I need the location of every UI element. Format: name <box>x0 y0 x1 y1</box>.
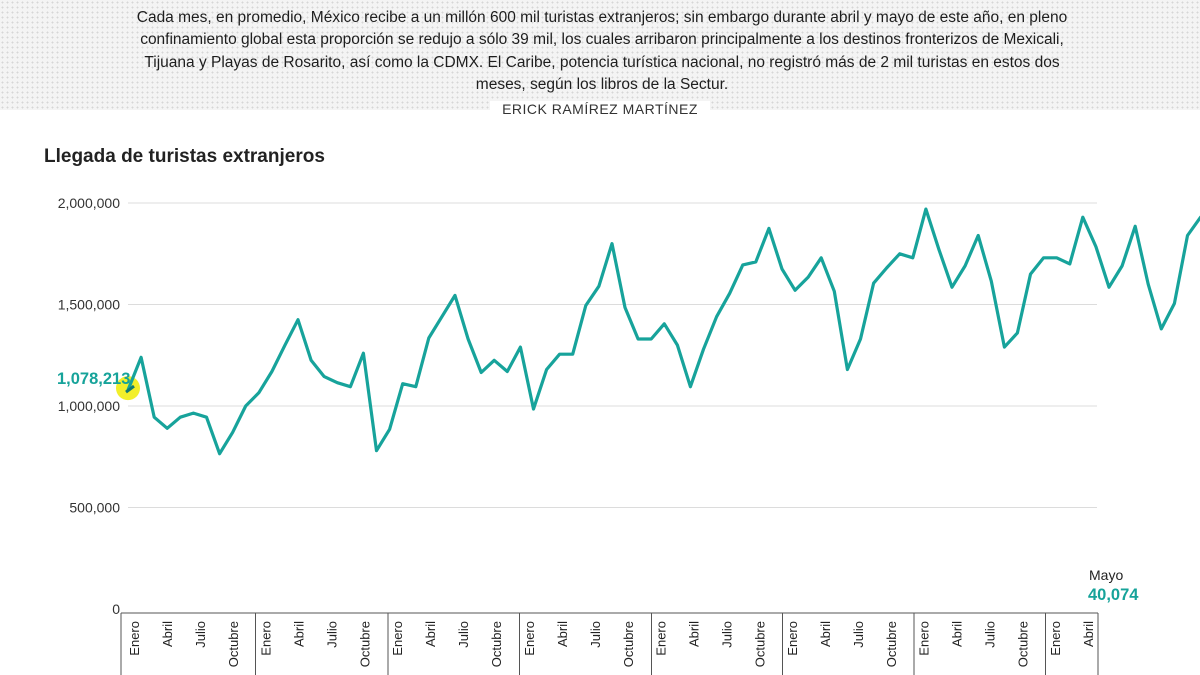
x-tick-label: Enero <box>522 621 537 656</box>
x-tick-label: Julio <box>193 621 208 648</box>
x-tick-label: Enero <box>127 621 142 656</box>
x-tick-label: Abril <box>160 621 175 647</box>
x-tick-label: Abril <box>292 621 307 647</box>
end-value-label: 40,074 <box>1088 586 1139 604</box>
x-tick-label: Octubre <box>1016 621 1031 667</box>
x-tick-label: Enero <box>917 621 932 656</box>
start-value-label: 1,078,213 <box>57 370 130 388</box>
x-tick-label: Octubre <box>358 621 373 667</box>
x-tick-label: Octubre <box>226 621 241 667</box>
end-month-label: Mayo <box>1089 567 1123 583</box>
x-tick-label: Enero <box>390 621 405 656</box>
y-tick-label: 2,000,000 <box>58 195 120 211</box>
author-name: ERICK RAMÍREZ MARTÍNEZ <box>490 101 710 117</box>
y-tick-label: 500,000 <box>69 500 120 516</box>
y-tick-label: 1,500,000 <box>58 297 120 313</box>
x-tick-label: Julio <box>588 621 603 648</box>
x-tick-label: Julio <box>983 621 998 648</box>
start-point-marker <box>125 384 135 394</box>
x-tick-label: Enero <box>1048 621 1063 656</box>
x-tick-label: Octubre <box>753 621 768 667</box>
intro-paragraph: Cada mes, en promedio, México recibe a u… <box>136 8 1068 94</box>
author-byline: ERICK RAMÍREZ MARTÍNEZ <box>0 101 1200 119</box>
x-tick-label: Enero <box>654 621 669 656</box>
x-tick-label: Julio <box>851 621 866 648</box>
intro-panel: Cada mes, en promedio, México recibe a u… <box>0 0 1200 110</box>
x-tick-label: Julio <box>720 621 735 648</box>
y-tick-label: 0 <box>112 601 120 617</box>
x-tick-label: Enero <box>785 621 800 656</box>
x-tick-label: Enero <box>259 621 274 656</box>
x-tick-label: Abril <box>687 621 702 647</box>
x-tick-label: Abril <box>555 621 570 647</box>
x-tick-label: Abril <box>1081 621 1096 647</box>
x-tick-label: Julio <box>325 621 340 648</box>
x-tick-label: Abril <box>818 621 833 647</box>
x-tick-label: Octubre <box>621 621 636 667</box>
x-tick-label: Octubre <box>884 621 899 667</box>
y-tick-label: 1,000,000 <box>58 398 120 414</box>
x-tick-label: Octubre <box>489 621 504 667</box>
x-tick-label: Julio <box>456 621 471 648</box>
data-series-line <box>126 207 1200 456</box>
x-tick-label: Abril <box>423 621 438 647</box>
x-tick-label: Abril <box>950 621 965 647</box>
chart-title: Llegada de turistas extranjeros <box>44 146 325 167</box>
